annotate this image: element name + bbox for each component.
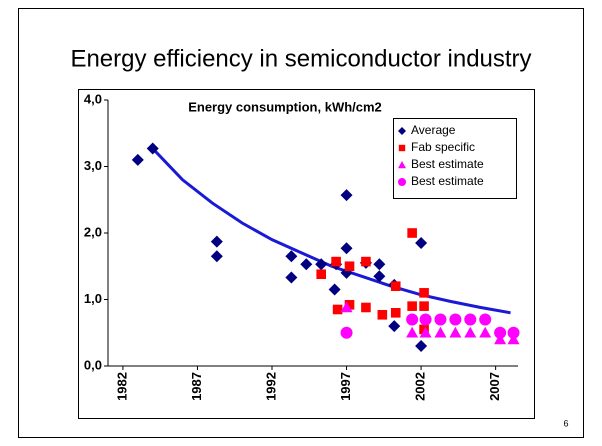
legend-label: Average <box>411 123 456 137</box>
chart-title: Energy consumption, kWh/cm2 <box>188 99 382 114</box>
legend-marker <box>398 144 406 152</box>
point <box>407 228 417 238</box>
point <box>494 326 507 339</box>
point <box>419 288 429 298</box>
point <box>331 256 341 267</box>
x-tick-label: 1982 <box>114 372 129 401</box>
x-tick-label: 2002 <box>413 372 428 401</box>
point <box>316 269 326 280</box>
x-tick-label: 1987 <box>189 372 204 401</box>
legend-label: Fab specific <box>411 140 475 154</box>
point <box>373 270 386 283</box>
point <box>507 333 520 345</box>
point <box>340 301 353 313</box>
point <box>146 142 159 155</box>
legend-marker <box>398 127 406 135</box>
y-tick-label: 4,0 <box>84 91 102 106</box>
point <box>419 313 432 326</box>
point <box>479 313 492 326</box>
point <box>328 283 341 296</box>
legend-box <box>393 118 517 199</box>
point <box>131 153 144 166</box>
point <box>449 326 462 338</box>
point <box>390 281 401 291</box>
y-tick-label: 1,0 <box>84 291 102 306</box>
point <box>464 326 477 338</box>
legend-marker <box>398 178 406 186</box>
point <box>300 258 313 271</box>
point <box>419 301 429 311</box>
point <box>415 236 428 249</box>
point <box>507 326 520 339</box>
point <box>406 313 419 326</box>
legend-label: Best estimate <box>411 157 484 171</box>
point <box>464 313 477 326</box>
point <box>479 326 492 338</box>
point <box>434 313 447 326</box>
point <box>494 333 507 345</box>
x-tick-label: 2007 <box>487 372 502 401</box>
point <box>315 258 328 271</box>
point <box>377 309 388 320</box>
point <box>419 324 429 335</box>
slide-number: 6 <box>563 418 568 428</box>
legend-label: Best estimate <box>411 174 484 188</box>
point <box>340 242 353 255</box>
point <box>340 326 353 339</box>
point <box>449 313 462 326</box>
legend-marker <box>398 161 406 169</box>
point <box>419 326 432 338</box>
x-tick-label: 1992 <box>263 372 278 401</box>
point <box>373 258 386 271</box>
point <box>406 326 419 338</box>
point <box>285 271 298 284</box>
point <box>285 250 298 263</box>
point <box>415 340 428 353</box>
y-tick-label: 3,0 <box>84 158 102 173</box>
point <box>344 300 355 310</box>
point <box>340 189 353 202</box>
point <box>434 326 447 338</box>
point <box>210 235 223 248</box>
y-tick-label: 2,0 <box>84 224 102 239</box>
point <box>407 301 417 311</box>
x-tick-label: 1997 <box>338 372 353 401</box>
point <box>388 320 401 333</box>
point <box>390 308 401 318</box>
slide-title: Energy efficiency in semiconductor indus… <box>70 45 531 72</box>
point <box>332 304 343 315</box>
y-tick-label: 0,0 <box>84 357 102 372</box>
point <box>344 261 355 272</box>
point <box>361 302 371 313</box>
point <box>210 250 223 263</box>
point <box>361 256 371 267</box>
